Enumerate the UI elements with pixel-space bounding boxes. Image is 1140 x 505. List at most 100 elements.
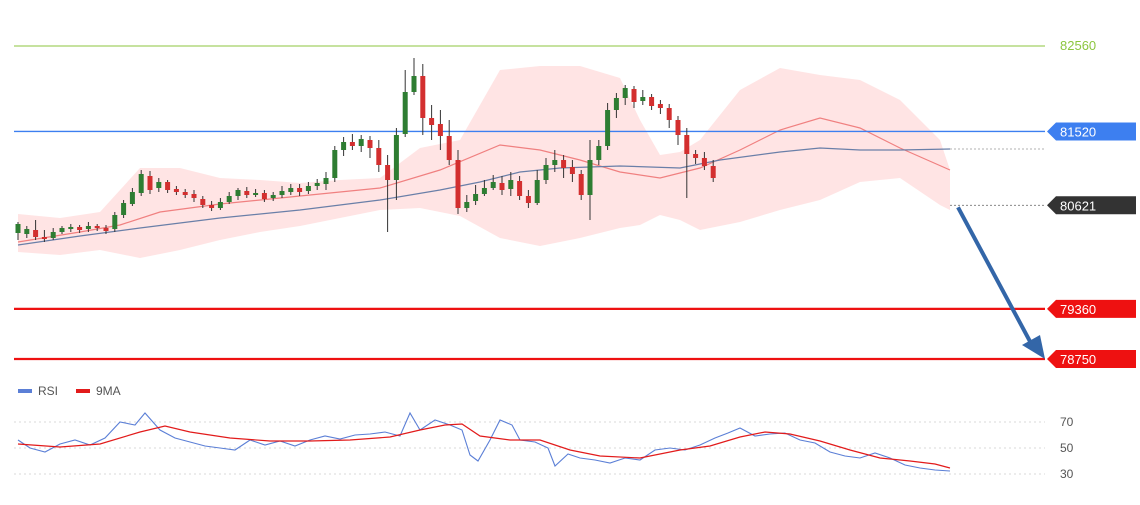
candle [270,192,276,201]
candle [508,172,514,196]
candle [490,175,496,190]
candle-body [473,194,479,201]
candle [587,140,593,220]
candle [631,86,637,108]
candle-body [543,165,549,180]
candle-body [402,92,408,134]
candle-body [569,167,575,174]
candle [710,160,716,182]
candle-body [191,194,197,198]
candle [156,178,162,192]
moving-averages [17,117,951,246]
candle-body [666,108,672,120]
candle [534,170,540,205]
level-79360: 79360 [14,299,1136,318]
candle [200,196,206,208]
ma-fast-line [17,117,951,243]
candle [517,176,523,200]
candle [94,224,100,231]
candle [226,192,232,204]
candle [173,186,179,195]
candle-body [481,188,487,194]
candle [578,170,584,200]
candle [103,225,109,234]
candle-body [217,202,223,208]
candle [235,188,241,200]
candle [77,225,83,233]
level-tag [1047,350,1136,368]
candle [481,180,487,196]
candle-body [490,182,496,188]
candle-body [358,139,364,146]
candle [429,105,435,140]
candle-body [165,182,171,190]
candle [182,189,188,198]
candle-body [244,191,250,195]
level-label: 81520 [1060,124,1096,139]
candle-body [59,228,65,232]
candle [473,185,479,205]
candle-body [367,140,373,148]
candle-body [121,203,127,215]
candle [358,135,364,152]
candle-body [156,182,162,188]
candle [138,170,144,196]
candle [253,189,259,197]
level-tag [1047,122,1136,141]
candle [217,198,223,210]
level-81520: 81520 [14,122,1136,141]
candle [437,110,443,150]
candle [446,120,452,165]
candle [314,179,320,190]
candle-body [437,124,443,136]
candle-body [517,181,523,196]
level-label: 79360 [1060,302,1096,317]
candle [341,137,347,156]
candle-body [420,76,426,118]
candle [209,201,215,211]
candle [279,186,285,198]
candle-body [631,89,637,102]
candle-body [578,174,584,195]
candlesticks [15,58,716,242]
candle [499,176,505,195]
candle [367,136,373,158]
arrow-head [1022,335,1045,359]
ma-slow-line [17,147,951,246]
candle-body [182,192,188,195]
candle-body [446,136,452,160]
candle [85,222,91,232]
rsi-tick-label: 70 [1060,415,1074,429]
candle-body [314,183,320,186]
rsi-tick-label: 30 [1060,467,1074,481]
candle [525,190,531,208]
projection-arrow [956,206,1045,359]
candle-body [305,186,311,191]
level-label: 82560 [1060,38,1096,53]
level-78750: 78750 [14,350,1136,368]
candle [613,93,619,118]
candle-body [657,104,663,108]
candle-body [94,226,100,228]
candle [622,85,628,105]
candle [323,172,329,190]
candle-body [675,120,681,135]
candle [693,150,699,164]
candle-body [649,97,655,106]
legend-swatch-rsi [18,389,32,393]
candle [349,134,355,150]
arrow-shaft [956,206,1035,348]
candle [393,128,399,200]
candle-body [77,227,83,230]
candle-body [103,228,109,231]
candle [68,224,74,232]
candle-body [129,192,135,204]
candle [59,226,65,234]
level-tag [1047,196,1136,215]
candle-body [613,98,619,110]
candle [33,220,39,240]
candle-body [270,195,276,198]
candle-body [701,158,707,166]
